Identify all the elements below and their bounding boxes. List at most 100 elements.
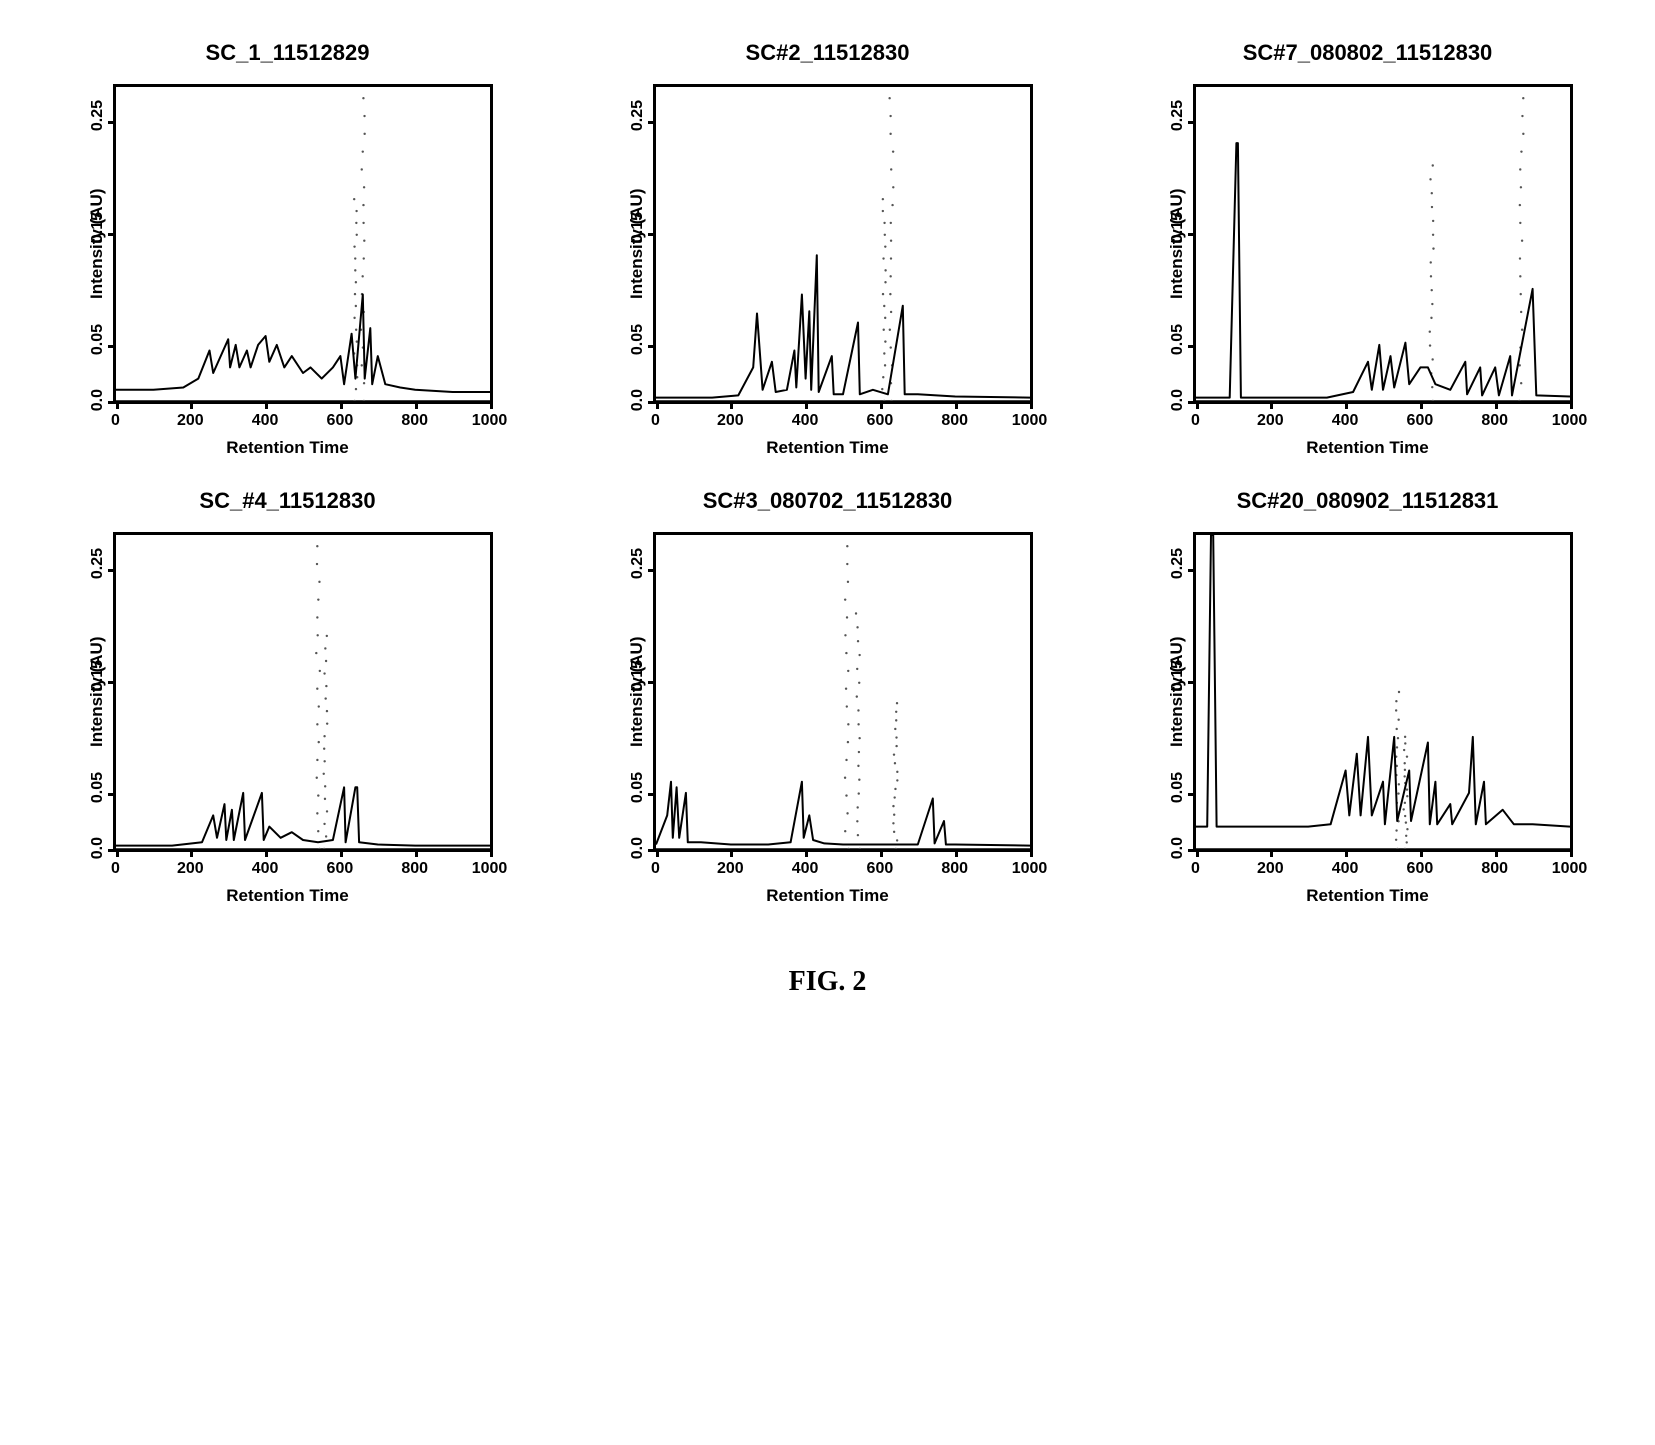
y-tick-label: 0.15 [89, 212, 107, 243]
y-tick-label: 0.0 [89, 389, 107, 411]
x-tick-label: 400 [792, 860, 819, 878]
x-tick-label: 200 [177, 412, 204, 430]
plot-area [1193, 84, 1573, 404]
chart-title: SC#2_11512830 [746, 40, 910, 66]
chart-title: SC_#4_11512830 [199, 488, 375, 514]
y-tick-label: 0.0 [1169, 389, 1187, 411]
plot-area [653, 532, 1033, 852]
plot-svg [656, 535, 1030, 849]
chart-panel: SC_1_11512829 Intensity (AU)0.0 0.05 0.15 0.… [38, 40, 538, 458]
y-tick-label: 0.15 [89, 660, 107, 691]
y-tick-label: 0.15 [1169, 212, 1187, 243]
x-ticks-row: 02004006008001000 [623, 412, 1033, 434]
figure-grid: SC_1_11512829Intensity (AU)0.00.050.150.… [38, 40, 1618, 906]
plot-wrap: Intensity (AU)0.00.050.150.25 [623, 532, 1033, 852]
x-tick-label: 400 [1332, 860, 1359, 878]
x-tick-label: 0 [651, 412, 660, 430]
x-tick-label: 0 [1191, 860, 1200, 878]
x-ticks-row: 02004006008001000 [623, 860, 1033, 882]
x-axis-label: Retention Time [226, 438, 348, 458]
x-axis-label: Retention Time [1306, 438, 1428, 458]
chromatogram-trace [656, 255, 1030, 397]
chart-title: SC#7_080802_11512830 [1243, 40, 1493, 66]
x-axis-label: Retention Time [766, 438, 888, 458]
x-tick-label: 400 [792, 412, 819, 430]
x-ticks-row: 02004006008001000 [1163, 412, 1573, 434]
y-tick-label: 0.25 [89, 100, 107, 131]
x-axis-label: Retention Time [226, 886, 348, 906]
figure-caption: FIG. 2 [30, 966, 1625, 998]
chart-title: SC_1_11512829 [206, 40, 370, 66]
x-tick-label: 0 [111, 860, 120, 878]
y-tick-label: 0.25 [1169, 100, 1187, 131]
x-tick-label: 0 [111, 412, 120, 430]
y-tick-label: 0.15 [1169, 660, 1187, 691]
chart-panel: SC#3_080702_11512830 Intensity (AU)0.0 0.0… [578, 488, 1078, 906]
plot-wrap: Intensity (AU)0.00.050.150.25 [1163, 84, 1573, 404]
plot-wrap: Intensity (AU)0.00.050.150.25 [623, 84, 1033, 404]
y-tick-label: 0.05 [629, 772, 647, 803]
y-axis-label: Intensity (AU) [1163, 532, 1187, 852]
x-tick-label: 1000 [1012, 860, 1048, 878]
plot-svg [656, 87, 1030, 401]
plot-area [653, 84, 1033, 404]
plot-area [1193, 532, 1573, 852]
x-ticks-row: 02004006008001000 [1163, 860, 1573, 882]
plot-svg [1196, 535, 1570, 849]
x-tick-label: 600 [327, 860, 354, 878]
y-axis-label: Intensity (AU) [623, 84, 647, 404]
x-tick-label: 200 [717, 860, 744, 878]
x-tick-label: 800 [1481, 860, 1508, 878]
y-tick-label: 0.25 [89, 548, 107, 579]
chromatogram-trace [1196, 143, 1570, 398]
x-tick-label: 800 [401, 860, 428, 878]
x-ticks-row: 02004006008001000 [83, 860, 493, 882]
x-tick-label: 600 [867, 412, 894, 430]
y-tick-label: 0.0 [629, 837, 647, 859]
chart-panel: SC#7_080802_11512830 Intensity (AU)0.0 0.0… [1118, 40, 1618, 458]
x-tick-label: 0 [1191, 412, 1200, 430]
x-ticks-row: 02004006008001000 [83, 412, 493, 434]
chromatogram-trace [656, 782, 1030, 846]
x-tick-label: 1000 [1012, 412, 1048, 430]
x-axis-label: Retention Time [1306, 886, 1428, 906]
x-tick-label: 800 [1481, 412, 1508, 430]
y-axis-label: Intensity (AU) [623, 532, 647, 852]
x-tick-label: 1000 [472, 412, 508, 430]
y-tick-label: 0.05 [89, 324, 107, 355]
x-tick-label: 400 [1332, 412, 1359, 430]
chart-title: SC#3_080702_11512830 [703, 488, 953, 514]
x-tick-label: 200 [1257, 860, 1284, 878]
y-tick-label: 0.15 [629, 660, 647, 691]
plot-wrap: Intensity (AU)0.00.050.150.25 [83, 532, 493, 852]
y-tick-label: 0.0 [629, 389, 647, 411]
chromatogram-trace [116, 295, 490, 393]
x-tick-label: 200 [177, 860, 204, 878]
x-tick-label: 400 [252, 412, 279, 430]
x-tick-label: 1000 [1552, 412, 1588, 430]
y-axis-label: Intensity (AU) [83, 84, 107, 404]
chart-panel: SC#2_11512830 Intensity (AU)0.00.050.150.… [578, 40, 1078, 458]
x-axis-label: Retention Time [766, 886, 888, 906]
chromatogram-trace [1196, 535, 1570, 827]
plot-svg [116, 535, 490, 849]
plot-area [113, 84, 493, 404]
y-tick-label: 0.25 [629, 548, 647, 579]
plot-svg [1196, 87, 1570, 401]
chart-panel: SC#20_080902_11512831 Intensity (AU)0.0 0.… [1118, 488, 1618, 906]
x-tick-label: 400 [252, 860, 279, 878]
x-tick-label: 800 [401, 412, 428, 430]
y-tick-label: 0.0 [89, 837, 107, 859]
chart-panel: SC_#4_11512830Intensity (AU)0.00.050.150… [38, 488, 538, 906]
x-tick-label: 1000 [472, 860, 508, 878]
plot-wrap: Intensity (AU)0.00.050.150.25 [83, 84, 493, 404]
x-tick-label: 800 [941, 412, 968, 430]
x-tick-label: 600 [867, 860, 894, 878]
x-tick-label: 0 [651, 860, 660, 878]
y-tick-label: 0.05 [1169, 324, 1187, 355]
y-tick-label: 0.25 [629, 100, 647, 131]
chart-title: SC#20_080902_11512831 [1237, 488, 1499, 514]
y-axis-label: Intensity (AU) [1163, 84, 1187, 404]
y-tick-label: 0.0 [1169, 837, 1187, 859]
x-tick-label: 600 [1407, 860, 1434, 878]
